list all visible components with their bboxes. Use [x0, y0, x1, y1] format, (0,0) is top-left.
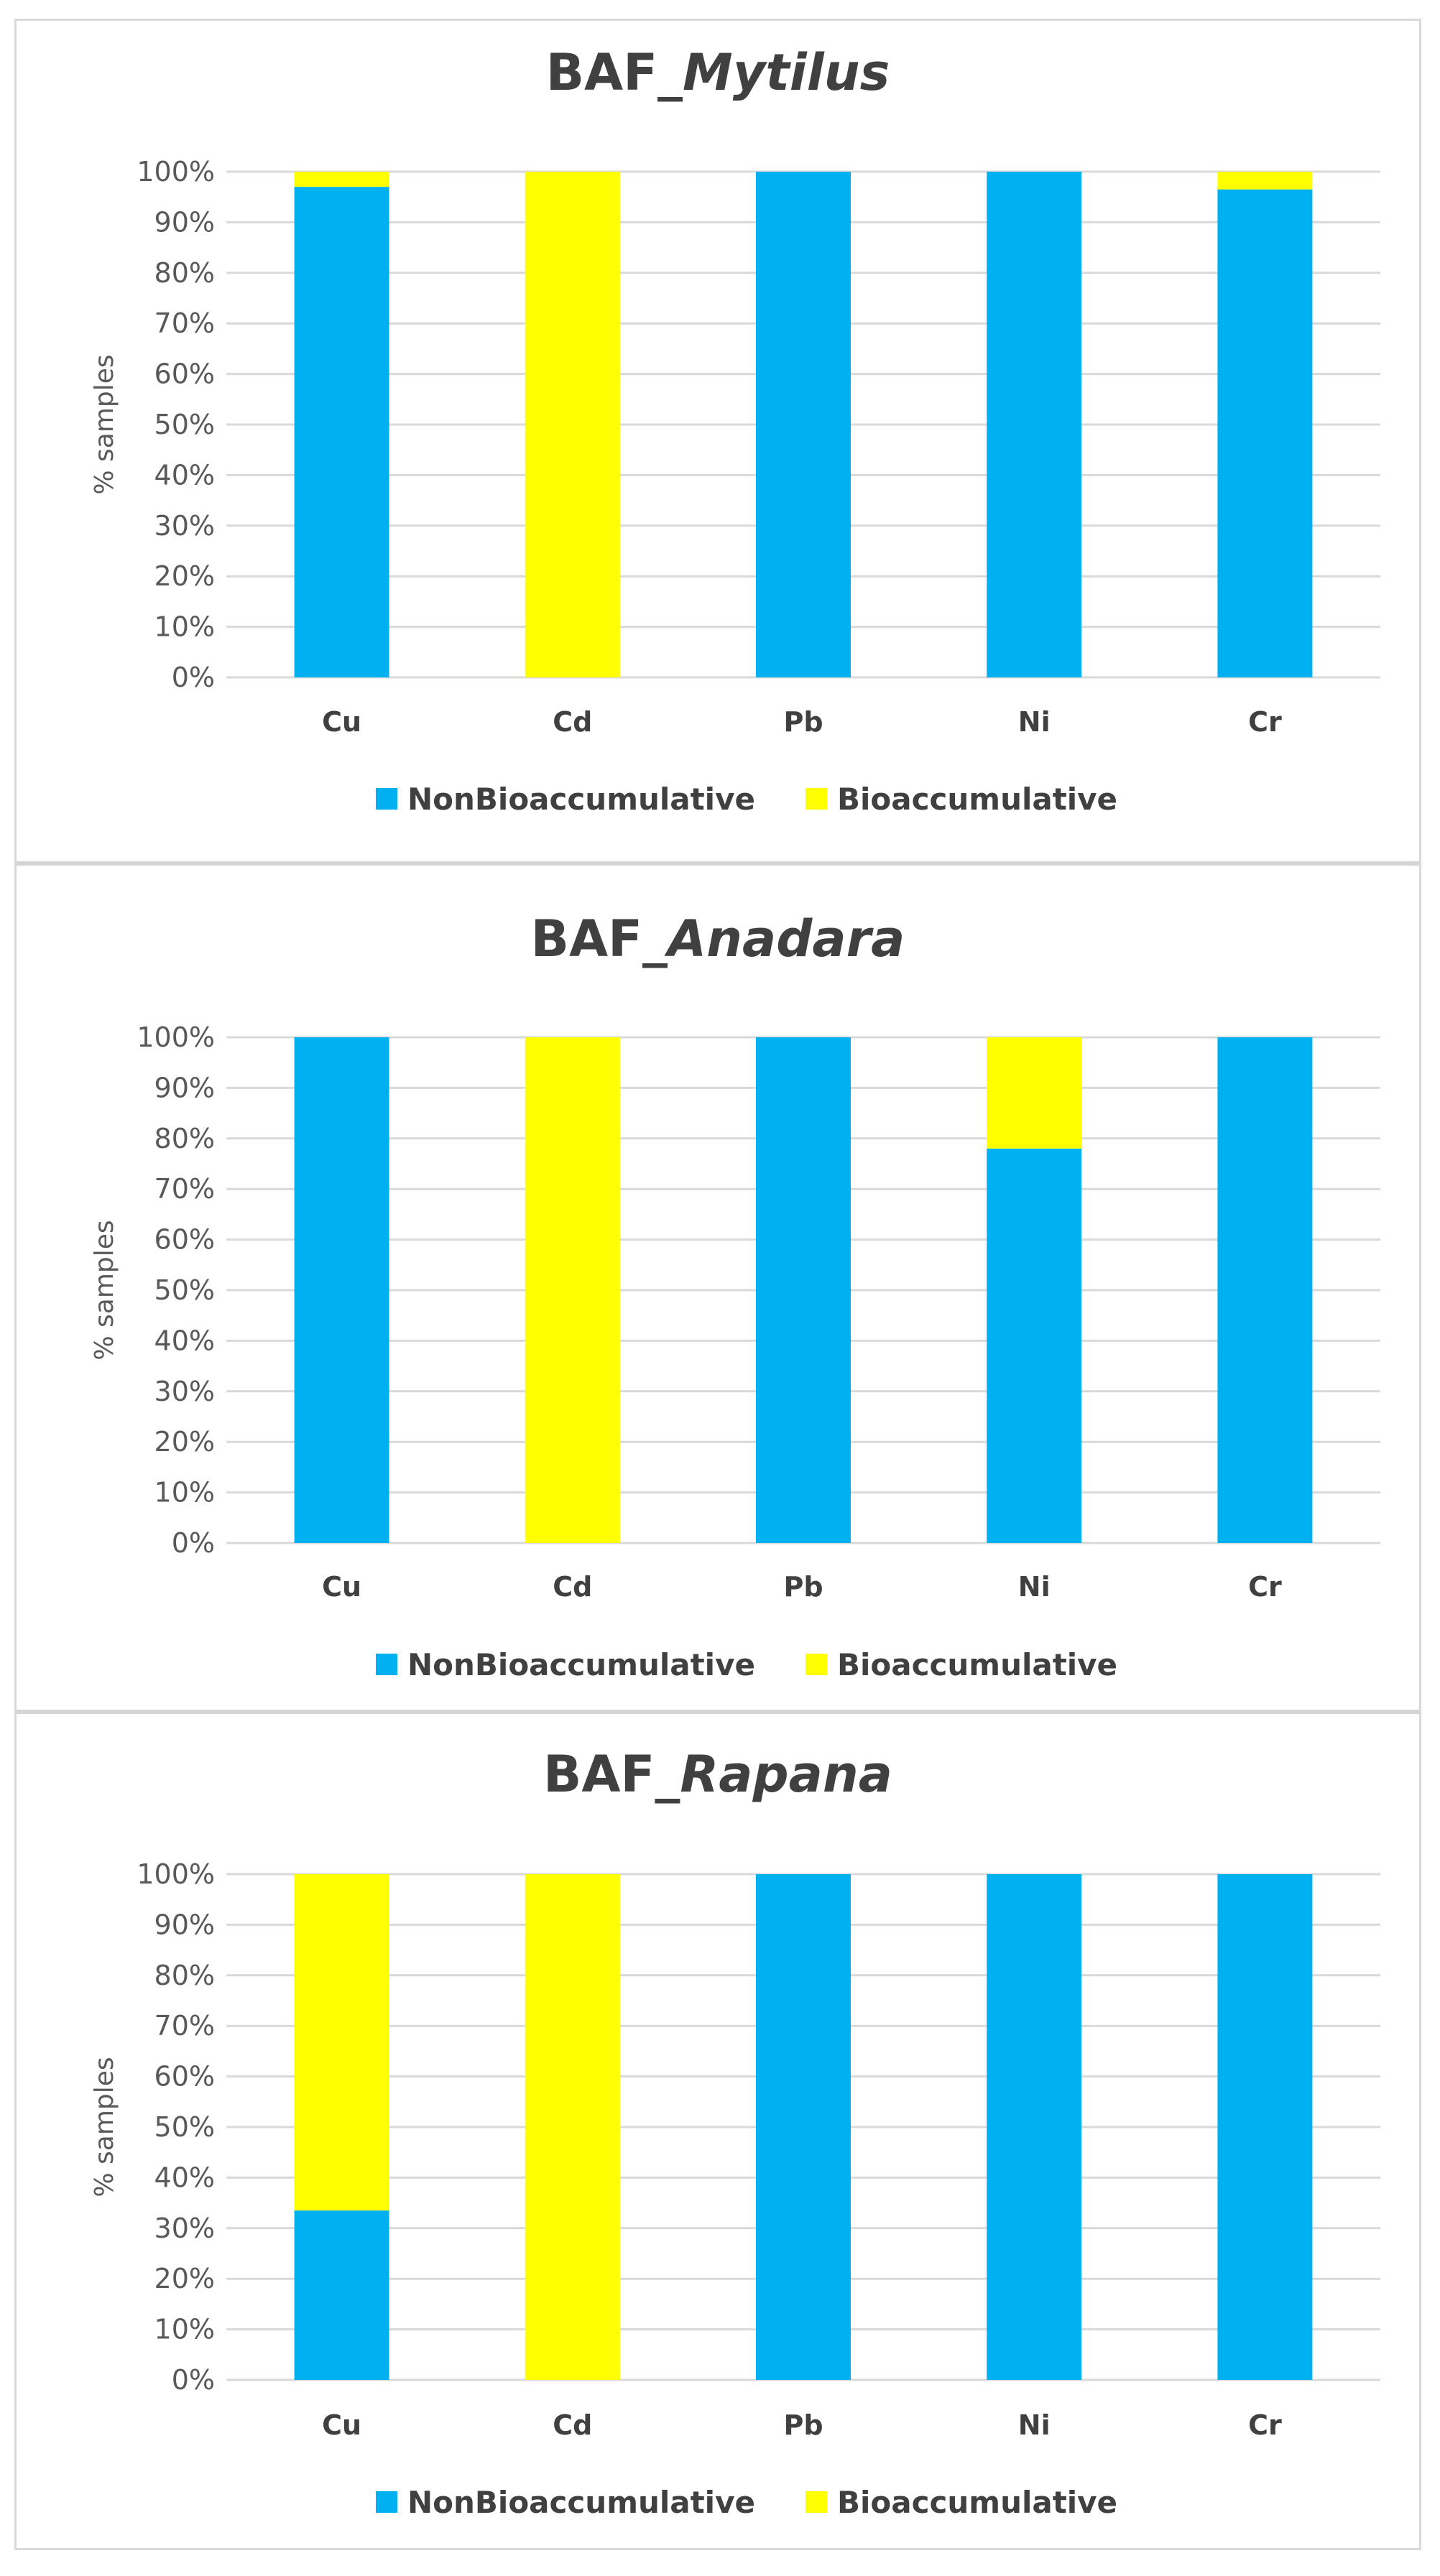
chart-mytilus: BAF_Mytilus 0% 10% 20% 30% 40% 50% 60% 70% 80% 90%…	[90, 43, 1380, 817]
legend-label: NonBioaccumulative	[407, 782, 755, 817]
y-tick-label: 0%	[172, 2364, 215, 2396]
y-tick-label: 90%	[154, 1909, 215, 1940]
x-category-label: Ni	[1018, 1571, 1051, 1603]
bar-nonbioaccumulative-ni	[987, 1874, 1082, 2380]
legend-label: NonBioaccumulative	[407, 2485, 755, 2520]
bar-nonbioaccumulative-cu	[294, 187, 389, 677]
y-tick-label: 90%	[154, 206, 215, 238]
x-category-label: Ni	[1018, 706, 1051, 738]
y-tick-label: 60%	[154, 2061, 215, 2093]
y-tick-label: 40%	[154, 2162, 215, 2193]
bar-nonbioaccumulative-ni	[987, 1148, 1082, 1543]
legend-swatch	[376, 1654, 397, 1675]
y-tick-label: 60%	[154, 1224, 215, 1256]
y-tick-label: 50%	[154, 1274, 215, 1306]
chart-title: BAF_Mytilus	[546, 43, 890, 102]
bar-bioaccumulative-cr	[1217, 172, 1313, 190]
x-category-label: Cr	[1248, 2409, 1282, 2441]
bar-bioaccumulative-cd	[525, 172, 620, 677]
y-tick-label: 10%	[154, 1477, 215, 1509]
bar-nonbioaccumulative-cr	[1217, 1037, 1313, 1543]
chart-panel-anadara: BAF_Anadara 0% 10% 20% 30% 40% 50% 60% 70% 80% 90%…	[17, 866, 1419, 1708]
y-tick-label: 90%	[154, 1072, 215, 1103]
chart-title-species: Rapana	[680, 1745, 892, 1804]
chart-title-prefix: BAF_	[531, 909, 668, 968]
panel-divider	[17, 861, 1419, 866]
x-category-label: Cu	[322, 2409, 361, 2441]
y-tick-label: 70%	[154, 1173, 215, 1205]
y-tick-label: 10%	[154, 2314, 215, 2345]
panel-divider	[17, 1710, 1419, 1714]
y-tick-label: 0%	[172, 662, 215, 693]
y-tick-label: 100%	[137, 1858, 215, 1890]
y-tick-label: 80%	[154, 1123, 215, 1154]
bar-bioaccumulative-ni	[987, 1037, 1082, 1149]
y-axis-title: % samples	[90, 2057, 119, 2197]
y-tick-label: 100%	[137, 1021, 215, 1053]
x-category-label: Ni	[1018, 2409, 1051, 2441]
bar-nonbioaccumulative-ni	[987, 172, 1082, 677]
legend-swatch	[376, 2491, 397, 2513]
bar-nonbioaccumulative-pb	[756, 1037, 851, 1543]
bar-bioaccumulative-cu	[294, 1874, 389, 2211]
y-tick-label: 40%	[154, 1325, 215, 1356]
y-axis-title: % samples	[90, 1220, 119, 1360]
chart-panel-mytilus: BAF_Mytilus 0% 10% 20% 30% 40% 50% 60% 70% 80% 90%…	[17, 22, 1419, 861]
x-category-label: Cu	[322, 706, 361, 738]
y-tick-label: 70%	[154, 307, 215, 339]
chart-title: BAF_Rapana	[543, 1745, 892, 1804]
x-category-label: Cd	[553, 1571, 592, 1603]
y-tick-label: 50%	[154, 409, 215, 440]
x-category-label: Cd	[553, 706, 592, 738]
bar-bioaccumulative-cu	[294, 172, 389, 187]
y-tick-label: 10%	[154, 611, 215, 643]
y-tick-label: 80%	[154, 257, 215, 289]
bar-nonbioaccumulative-cr	[1217, 1874, 1313, 2380]
chart-rapana: BAF_Rapana 0% 10% 20% 30% 40% 50% 60% 70% 80% 90% 1…	[90, 1745, 1380, 2520]
legend-swatch	[376, 788, 397, 810]
chart-anadara: BAF_Anadara 0% 10% 20% 30% 40% 50% 60% 70% 80% 90%…	[90, 909, 1380, 1682]
y-tick-label: 20%	[154, 560, 215, 592]
chart-title: BAF_Anadara	[531, 909, 905, 968]
legend-swatch	[806, 788, 827, 810]
y-tick-label: 30%	[154, 2213, 215, 2244]
bar-bioaccumulative-cd	[525, 1874, 620, 2380]
legend-label: Bioaccumulative	[837, 782, 1117, 817]
chart-title-species: Mytilus	[683, 43, 890, 102]
y-tick-label: 20%	[154, 1426, 215, 1458]
chart-title-species: Anadara	[664, 909, 905, 968]
legend-label: Bioaccumulative	[837, 1647, 1117, 1682]
chart-panel-rapana: BAF_Rapana 0% 10% 20% 30% 40% 50% 60% 70% 80% 90% 1…	[17, 1715, 1419, 2548]
bar-nonbioaccumulative-cr	[1217, 189, 1313, 677]
y-tick-label: 30%	[154, 510, 215, 542]
x-category-label: Cr	[1248, 1571, 1282, 1603]
legend-swatch	[806, 2491, 827, 2513]
legend-swatch	[806, 1654, 827, 1675]
y-tick-label: 40%	[154, 459, 215, 491]
bar-nonbioaccumulative-cu	[294, 1037, 389, 1543]
chart-title-prefix: BAF_	[543, 1745, 680, 1804]
y-tick-label: 0%	[172, 1527, 215, 1559]
y-tick-label: 20%	[154, 2263, 215, 2294]
x-category-label: Pb	[783, 2409, 823, 2441]
x-category-label: Cu	[322, 1571, 361, 1603]
y-tick-label: 60%	[154, 358, 215, 390]
chart-title-prefix: BAF_	[546, 43, 683, 102]
x-category-label: Pb	[783, 706, 823, 738]
y-tick-label: 80%	[154, 1960, 215, 1991]
y-axis-title: % samples	[90, 354, 119, 494]
x-category-label: Pb	[783, 1571, 823, 1603]
y-tick-label: 100%	[137, 156, 215, 187]
bar-nonbioaccumulative-pb	[756, 172, 851, 677]
bar-nonbioaccumulative-pb	[756, 1874, 851, 2380]
x-category-label: Cr	[1248, 706, 1282, 738]
legend-label: Bioaccumulative	[837, 2485, 1117, 2520]
y-tick-label: 50%	[154, 2111, 215, 2143]
y-tick-label: 70%	[154, 2010, 215, 2042]
bar-nonbioaccumulative-cu	[294, 2210, 389, 2380]
bar-bioaccumulative-cd	[525, 1037, 620, 1543]
legend-label: NonBioaccumulative	[407, 1647, 755, 1682]
x-category-label: Cd	[553, 2409, 592, 2441]
y-tick-label: 30%	[154, 1376, 215, 1407]
